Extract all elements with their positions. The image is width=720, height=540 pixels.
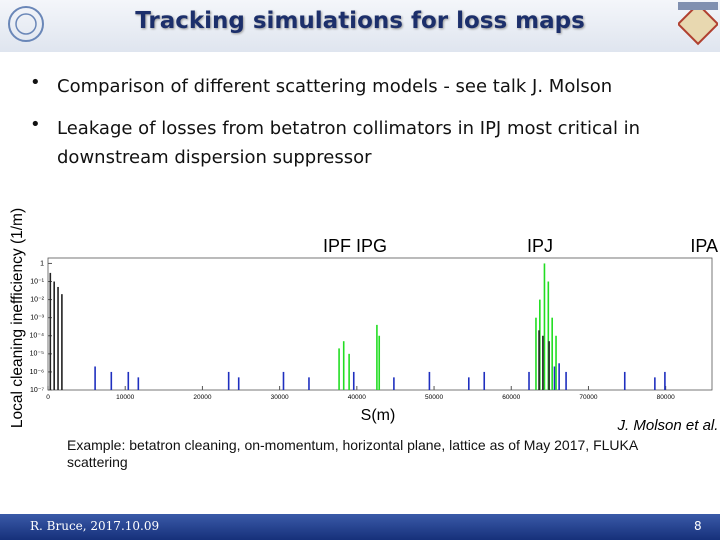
y-tick-label: 10⁻⁷ xyxy=(30,387,44,394)
loss-spike xyxy=(553,366,556,390)
x-axis-label: S(m) xyxy=(361,407,396,424)
loss-spike xyxy=(338,348,340,390)
loss-spike xyxy=(57,286,59,390)
credit: J. Molson et al. xyxy=(617,417,719,434)
loss-spike xyxy=(376,324,378,390)
loss-spike xyxy=(127,371,130,390)
footer-author: R. Bruce, 2017.10.09 xyxy=(30,519,160,533)
loss-spike xyxy=(378,335,381,390)
y-tick-label: 10⁻³ xyxy=(30,315,44,322)
loss-spike xyxy=(551,317,553,390)
loss-spike xyxy=(664,371,666,390)
loss-spike xyxy=(94,366,96,390)
bullet-marker: • xyxy=(30,72,41,93)
x-tick-label: 60000 xyxy=(502,394,520,401)
footer-bar xyxy=(0,514,720,540)
page-number: 8 xyxy=(694,519,702,533)
y-tick-label: 10⁻⁴ xyxy=(30,333,45,340)
loss-spike xyxy=(342,341,345,390)
y-axis-label: Local cleaning inefficiency (1/m) xyxy=(9,208,26,428)
loss-spike xyxy=(654,377,656,390)
x-tick-label: 20000 xyxy=(193,394,211,401)
loss-spike xyxy=(137,377,140,390)
bullet-text: Comparison of different scattering model… xyxy=(57,76,613,97)
loss-spike xyxy=(49,272,52,390)
y-tick-label: 10⁻¹ xyxy=(30,278,44,285)
loss-spike xyxy=(535,317,537,390)
loss-spike xyxy=(555,335,557,390)
region-label: IPJ xyxy=(527,236,553,256)
loss-spike xyxy=(543,263,546,390)
loss-spike xyxy=(308,377,310,390)
loss-spike xyxy=(542,335,544,390)
loss-spike xyxy=(565,371,567,390)
loss-spike xyxy=(348,353,350,390)
region-label: IPA xyxy=(690,236,718,256)
bullet-text: Leakage of losses from betatron collimat… xyxy=(57,118,641,168)
y-tick-label: 10⁻⁶ xyxy=(30,369,44,376)
cern-logo xyxy=(8,6,44,42)
loss-spike xyxy=(528,371,530,390)
loss-spike xyxy=(227,371,230,390)
loss-spike xyxy=(548,341,550,390)
bullet-marker: • xyxy=(30,114,41,135)
loss-spike xyxy=(547,281,550,390)
loss-spike xyxy=(282,371,285,390)
loss-spike xyxy=(558,363,560,390)
title-bar xyxy=(0,0,720,52)
loss-spike xyxy=(428,371,431,390)
loss-spike xyxy=(623,371,626,390)
project-logo xyxy=(678,2,718,46)
loss-spike xyxy=(467,377,470,390)
x-tick-label: 70000 xyxy=(579,394,597,401)
x-tick-label: 0 xyxy=(46,394,50,401)
loss-spike xyxy=(53,281,55,390)
loss-spike xyxy=(393,377,395,390)
x-tick-label: 40000 xyxy=(348,394,366,401)
x-tick-label: 80000 xyxy=(657,394,675,401)
caption: Example: betatron cleaning, on-momentum,… xyxy=(67,437,638,470)
x-tick-label: 10000 xyxy=(116,394,134,401)
y-tick-label: 10⁻⁵ xyxy=(30,351,44,358)
x-tick-label: 30000 xyxy=(271,394,289,401)
title: Tracking simulations for loss maps xyxy=(135,8,585,34)
loss-spike xyxy=(538,330,540,390)
y-tick-label: 1 xyxy=(40,260,44,267)
x-tick-label: 50000 xyxy=(425,394,443,401)
loss-spike xyxy=(110,371,113,390)
loss-spike xyxy=(483,371,486,390)
loss-spike xyxy=(237,377,240,390)
y-tick-label: 10⁻² xyxy=(30,296,44,303)
loss-spike xyxy=(352,371,355,390)
loss-spike xyxy=(61,294,63,390)
region-label: IPF IPG xyxy=(323,236,387,256)
